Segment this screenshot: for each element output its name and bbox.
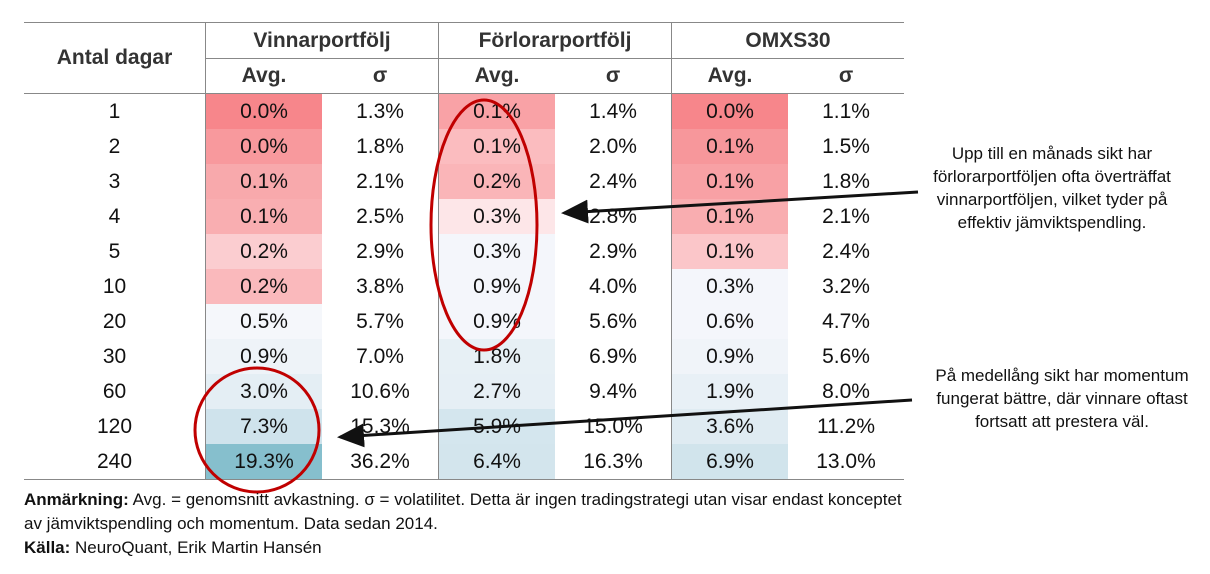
value-cell: 6.4% — [438, 444, 555, 480]
value-cell: 0.1% — [671, 129, 788, 164]
value-cell: 3.8% — [322, 269, 439, 304]
value-cell: 11.2% — [788, 409, 904, 444]
value-cell: 0.0% — [205, 129, 322, 164]
value-cell: 5.6% — [788, 339, 904, 374]
days-cell: 10 — [102, 274, 127, 298]
highlight-circle — [429, 98, 539, 352]
sub-header: σ — [322, 58, 439, 94]
value-cell: 1.5% — [788, 129, 904, 164]
arrow — [561, 190, 919, 224]
value-cell: 1.8% — [322, 129, 439, 164]
days-cell: 30 — [102, 344, 127, 368]
value-cell: 0.0% — [671, 93, 788, 129]
days-cell: 2 — [108, 134, 121, 158]
source: NeuroQuant, Erik Martin Hansén — [75, 538, 322, 557]
value-cell: 9.4% — [555, 374, 672, 409]
value-cell: 7.0% — [322, 339, 439, 374]
days-cell: 3 — [108, 169, 121, 193]
header-days: Antal dagar — [24, 22, 206, 94]
value-cell: 6.9% — [671, 444, 788, 480]
footer: Anmärkning: Avg. = genomsnitt avkastning… — [24, 488, 904, 560]
table-row: 5 0.2% 2.9% 0.3% 2.9% 0.1% 2.4% — [24, 234, 904, 269]
table-row: 2 0.0% 1.8% 0.1% 2.0% 0.1% 1.5% — [24, 129, 904, 164]
note: Avg. = genomsnitt avkastning. σ = volati… — [24, 490, 902, 533]
value-cell: 6.9% — [555, 339, 672, 374]
table-row: 240 19.3% 36.2% 6.4% 16.3% 6.9% 13.0% — [24, 444, 904, 480]
days-cell: 5 — [108, 239, 121, 263]
days-cell: 240 — [24, 444, 206, 480]
value-cell: 2.4% — [788, 234, 904, 269]
value-cell: 0.1% — [205, 199, 322, 234]
value-cell: 0.6% — [671, 304, 788, 339]
sub-header-row: Avg. σ Avg. σ Avg. σ — [24, 58, 904, 94]
value-cell: 2.4% — [555, 164, 672, 199]
value-cell: 0.9% — [438, 269, 555, 304]
value-cell: 1.9% — [671, 374, 788, 409]
value-cell: 10.6% — [322, 374, 439, 409]
value-cell: 0.2% — [205, 234, 322, 269]
value-cell: 2.5% — [322, 199, 439, 234]
value-cell: 0.5% — [205, 304, 322, 339]
table-row: 20 0.5% 5.7% 0.9% 5.6% 0.6% 4.7% — [24, 304, 904, 339]
value-cell: 4.0% — [555, 269, 672, 304]
table-row: 10 0.2% 3.8% 0.9% 4.0% 0.3% 3.2% — [24, 269, 904, 304]
value-cell: 2.9% — [322, 234, 439, 269]
value-cell: 4.7% — [788, 304, 904, 339]
days-cell: 1 — [108, 99, 121, 123]
value-cell: 0.9% — [205, 339, 322, 374]
value-cell: 13.0% — [788, 444, 904, 480]
value-cell: 1.3% — [322, 93, 439, 129]
sub-header: Avg. — [438, 58, 555, 94]
days-cell: 4 — [108, 204, 121, 228]
value-cell: 0.1% — [671, 164, 788, 199]
value-cell: 0.1% — [438, 129, 555, 164]
arrow — [337, 398, 913, 448]
value-cell: 0.0% — [205, 93, 322, 129]
days-cell: 60 — [102, 379, 127, 403]
value-cell: 1.1% — [788, 93, 904, 129]
value-cell: 5.7% — [322, 304, 439, 339]
value-cell: 8.0% — [788, 374, 904, 409]
value-cell: 3.0% — [205, 374, 322, 409]
value-cell: 0.9% — [438, 304, 555, 339]
annotation: På medellång sikt har momentum fungerat … — [935, 366, 1189, 431]
value-cell: 0.1% — [438, 93, 555, 129]
value-cell: 0.3% — [671, 269, 788, 304]
value-cell: 16.3% — [555, 444, 672, 480]
value-cell: 36.2% — [322, 444, 439, 480]
value-cell: 3.2% — [788, 269, 904, 304]
value-cell: 2.9% — [555, 234, 672, 269]
group-header: Vinnarportfölj — [205, 22, 439, 59]
value-cell: 2.1% — [322, 164, 439, 199]
days-cell: 20 — [102, 309, 127, 333]
value-cell: 2.0% — [555, 129, 672, 164]
note-label: Anmärkning: — [24, 490, 129, 509]
value-cell: 7.3% — [205, 409, 322, 444]
sub-header: Avg. — [205, 58, 322, 94]
value-cell: 2.7% — [438, 374, 555, 409]
source-label: Källa: — [24, 538, 71, 557]
value-cell: 0.1% — [205, 164, 322, 199]
group-header: OMXS30 — [671, 22, 904, 59]
group-header: Förlorarportfölj — [438, 22, 672, 59]
table-row: 1 0.0% 1.3% 0.1% 1.4% 0.0% 1.1% — [24, 93, 904, 129]
value-cell: 0.2% — [205, 269, 322, 304]
value-cell: 1.4% — [555, 93, 672, 129]
annotation: Upp till en månads sikt har förlorarport… — [933, 144, 1171, 232]
value-cell: 0.9% — [671, 339, 788, 374]
value-cell: 0.1% — [671, 234, 788, 269]
table-row: 3 0.1% 2.1% 0.2% 2.4% 0.1% 1.8% — [24, 164, 904, 199]
sub-header: σ — [788, 58, 904, 94]
value-cell: 2.1% — [788, 199, 904, 234]
days-cell: 120 — [96, 414, 133, 438]
sub-header: Avg. — [671, 58, 788, 94]
value-cell: 5.6% — [555, 304, 672, 339]
sub-header: σ — [555, 58, 672, 94]
table-row: 60 3.0% 10.6% 2.7% 9.4% 1.9% 8.0% — [24, 374, 904, 409]
highlight-circle — [193, 366, 321, 494]
